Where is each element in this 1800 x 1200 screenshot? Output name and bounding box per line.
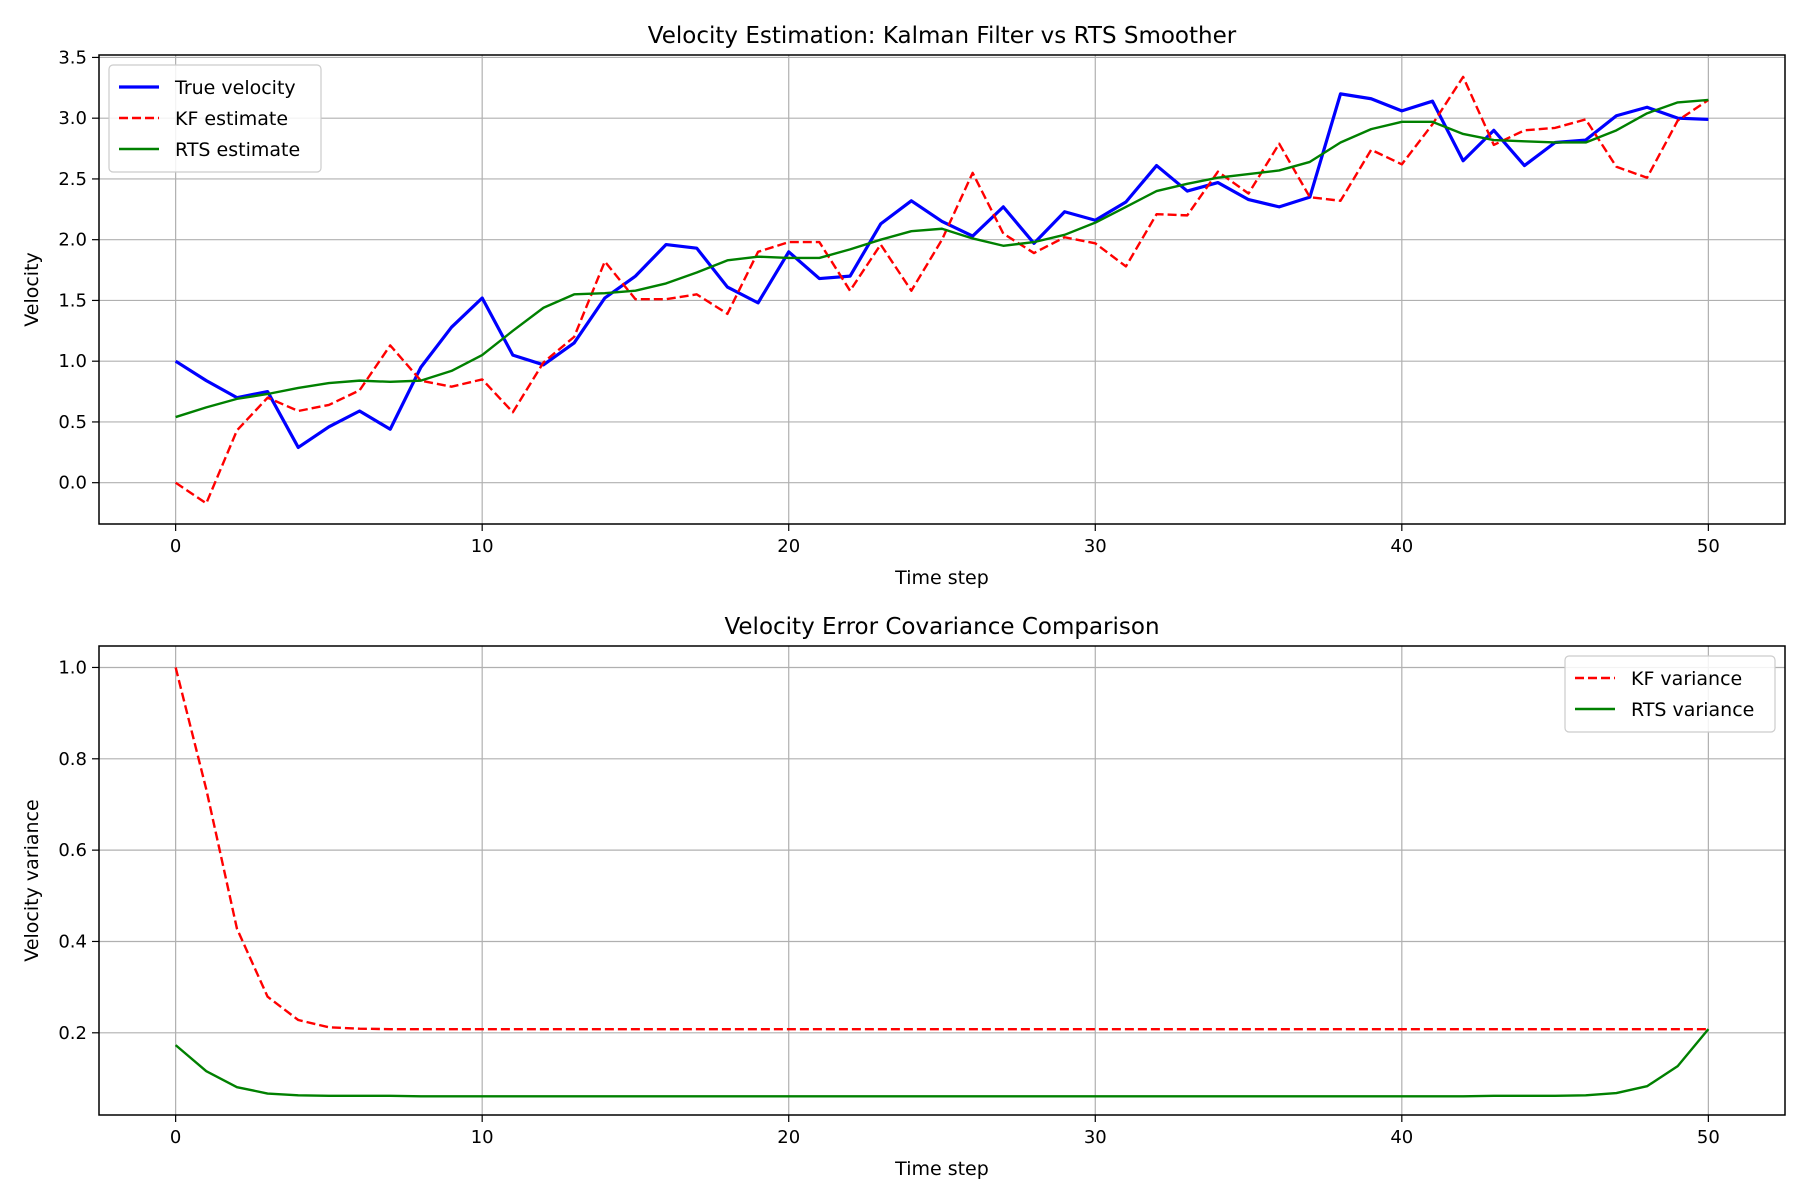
y-tick-label: 0.0 [58,473,87,494]
y-tick-label: 2.5 [58,169,87,190]
series-line-kf-variance [174,667,1709,1031]
series-line-kf-estimate [174,75,1710,505]
y-axis-label: Velocity [21,252,43,327]
series-line-rts-estimate [175,98,1709,419]
legend-label: True velocity [174,77,296,99]
series-line-rts-variance [174,1028,1710,1098]
legend-label: KF variance [1631,668,1742,690]
chart-2: 0 10 20 30 40 50 0.2 0.4 0.6 0.8 1.0 Velocity Error… [21,614,1786,1180]
y-tick-label: 3.0 [58,108,87,129]
x-tick-label: 0 [170,1127,181,1148]
y-tick-label: 0.5 [58,412,87,433]
x-tick-label: 20 [777,1127,800,1148]
y-tick-label: 2.0 [58,230,87,251]
y-tick-label: 1.0 [58,657,87,678]
y-tick-label: 0.8 [58,749,87,770]
y-tick-label: 0.4 [58,931,87,952]
x-tick-label: 0 [170,536,181,557]
y-tick-label: 1.5 [58,290,87,311]
x-tick-label: 10 [471,536,494,557]
chart-1: 0 10 20 30 40 50 0.0 0.5 1.0 1.5 2.0 2.5 3.0 3.5 Veloc… [21,23,1786,589]
x-tick-label: 10 [471,1127,494,1148]
x-tick-label: 30 [1084,536,1107,557]
y-axis-label: Velocity variance [21,799,43,961]
plot-area-frame [98,645,1786,1116]
y-tick-label: 1.0 [58,351,87,372]
x-tick-label: 40 [1390,536,1413,557]
x-tick-label: 50 [1697,1127,1720,1148]
y-tick-label: 0.6 [58,840,87,861]
x-tick-label: 40 [1390,1127,1413,1148]
chart-title: Velocity Error Covariance Comparison [724,614,1159,640]
legend-label: RTS variance [1631,699,1754,721]
x-tick-label: 30 [1084,1127,1107,1148]
x-tick-label: 50 [1697,536,1720,557]
x-axis-label: Time step [894,1158,989,1180]
legend-box [108,64,322,173]
legend: KF variance RTS variance [1564,655,1776,733]
legend-label: KF estimate [175,108,288,130]
series-line-true-velocity [174,92,1709,450]
x-axis-label: Time step [894,567,989,589]
legend: True velocity KF estimate RTS estimate [108,64,322,173]
legend-box [1564,655,1776,733]
y-tick-label: 3.5 [58,47,87,68]
x-tick-label: 20 [777,536,800,557]
legend-label: RTS estimate [175,139,300,161]
plot-area-frame [98,54,1786,525]
chart-title: Velocity Estimation: Kalman Filter vs RT… [648,23,1237,49]
y-tick-label: 0.2 [58,1023,87,1044]
